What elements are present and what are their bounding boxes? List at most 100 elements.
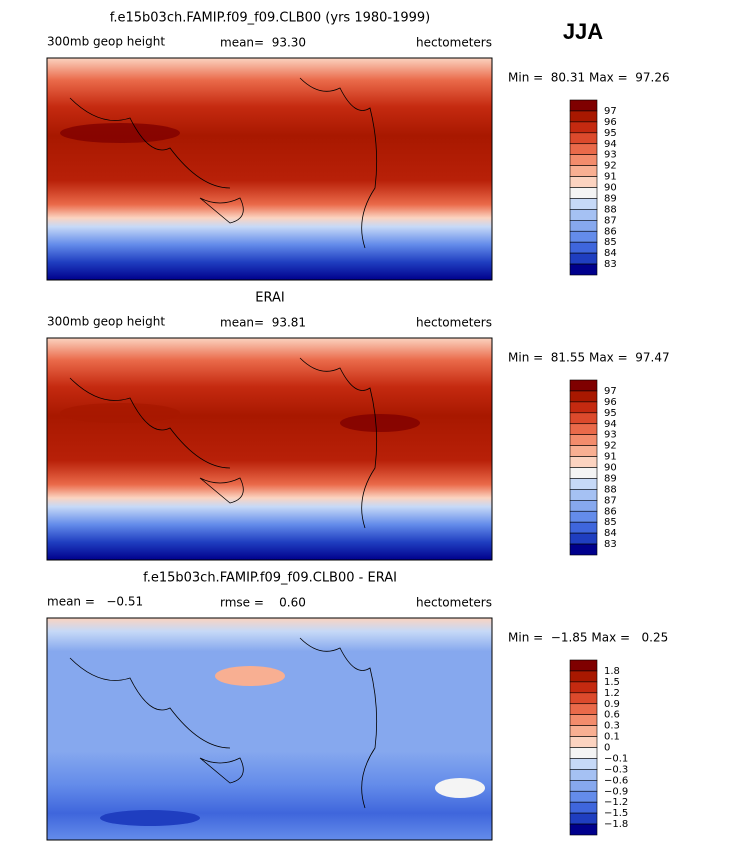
colorbar-box [569, 510, 598, 523]
colorbar-label: 85 [604, 517, 617, 528]
center-label: rmse = 0.60 [220, 596, 306, 610]
colorbar-label: 94 [604, 419, 617, 430]
colorbar-box [569, 176, 598, 188]
panel-title: f.e15b03ch.FAMIP.f09_f09.CLB00 (yrs 1980… [110, 11, 431, 26]
colorbar-label: 96 [604, 117, 617, 128]
colorbar-box [569, 543, 598, 556]
left-label: mean = −0.51 [47, 595, 143, 609]
colorbar-box [569, 401, 598, 414]
colorbar-label: 91 [604, 172, 617, 183]
colorbar-box [569, 736, 598, 748]
panel-title: f.e15b03ch.FAMIP.f09_f09.CLB00 - ERAI [143, 571, 397, 586]
colorbar-box [569, 412, 598, 425]
colorbar-box [569, 532, 598, 545]
colorbar-label: 87 [604, 215, 617, 226]
colorbar-box [569, 769, 598, 781]
colorbar-box [569, 445, 598, 457]
map-blob [435, 778, 485, 798]
colorbar-box [569, 670, 598, 683]
colorbar-box [569, 379, 598, 392]
colorbar-label: 92 [604, 161, 617, 172]
colorbar-label: 93 [604, 150, 617, 161]
map-blob [60, 403, 180, 423]
colorbar-box [569, 132, 598, 145]
colorbar-label: 84 [604, 248, 617, 259]
colorbar-label: 90 [604, 183, 617, 194]
colorbar-box [569, 165, 598, 177]
colorbar-label: −0.9 [604, 786, 628, 797]
colorbar-box [569, 198, 598, 210]
colorbar-label: 0.1 [604, 732, 620, 743]
colorbar-label: 92 [604, 441, 617, 452]
colorbar-label: 89 [604, 473, 617, 484]
colorbar-box [569, 758, 598, 770]
colorbar-box [569, 230, 598, 243]
center-label: mean= 93.30 [220, 36, 306, 50]
colorbar-label: 85 [604, 237, 617, 248]
map-frame [46, 617, 493, 841]
colorbar-box [569, 456, 598, 468]
colorbar-label: −1.2 [604, 797, 628, 808]
colorbar-box [569, 521, 598, 534]
colorbar-label: 0 [604, 743, 610, 754]
colorbar-box [569, 780, 598, 792]
colorbar-box [569, 725, 598, 737]
colorbar-label: 94 [604, 139, 617, 150]
colorbar-label: 86 [604, 226, 617, 237]
colorbar-label: −0.6 [604, 775, 628, 786]
min-max: Min = −1.85 Max = 0.25 [508, 631, 668, 645]
colorbar-box [569, 790, 598, 803]
colorbar-box [569, 423, 598, 435]
colorbar-box [569, 659, 598, 672]
colorbar-label: 97 [604, 386, 617, 397]
season-label: JJA [563, 19, 603, 44]
colorbar-label: −1.5 [604, 808, 628, 819]
left-label: 300mb geop height [47, 315, 165, 329]
colorbar-box [569, 154, 598, 166]
min-max: Min = 80.31 Max = 97.26 [508, 71, 670, 85]
center-label: mean= 93.81 [220, 316, 306, 330]
right-label: hectometers [416, 316, 492, 330]
colorbar-box [569, 187, 598, 199]
coastline [69, 637, 378, 809]
colorbar-label: 95 [604, 128, 617, 139]
colorbar-label: 1.2 [604, 688, 620, 699]
colorbar-box [569, 209, 598, 221]
colorbar-label: 97 [604, 106, 617, 117]
coastline [69, 77, 378, 249]
colorbar-label: 0.6 [604, 710, 620, 721]
colorbar-label: 0.3 [604, 721, 620, 732]
map-blob [340, 414, 420, 432]
colorbar-box [569, 99, 598, 112]
colorbar-box [569, 801, 598, 814]
map-field [47, 338, 492, 560]
colorbar-label: 96 [604, 397, 617, 408]
colorbar-box [569, 252, 598, 265]
colorbar-box [569, 241, 598, 254]
colorbar-label: 86 [604, 506, 617, 517]
colorbar-box [569, 467, 598, 479]
colorbar-label: 87 [604, 495, 617, 506]
colorbar-label: 90 [604, 463, 617, 474]
map-blob [60, 123, 180, 143]
panel-title: ERAI [255, 291, 284, 306]
colorbar-box [569, 478, 598, 490]
colorbar-box [569, 263, 598, 276]
colorbar-box [569, 434, 598, 446]
colorbar-box [569, 143, 598, 155]
colorbar-label: −0.1 [604, 753, 628, 764]
colorbar-label: 95 [604, 408, 617, 419]
map-frame [46, 337, 493, 561]
colorbar-label: 93 [604, 430, 617, 441]
colorbar-box [569, 121, 598, 134]
colorbar-box [569, 812, 598, 825]
colorbar-box [569, 489, 598, 501]
colorbar-box [569, 390, 598, 403]
min-max: Min = 81.55 Max = 97.47 [508, 351, 670, 365]
colorbar-label: 0.9 [604, 699, 620, 710]
colorbar-label: 1.8 [604, 666, 620, 677]
colorbar-box [569, 500, 598, 512]
colorbar-box [569, 681, 598, 694]
